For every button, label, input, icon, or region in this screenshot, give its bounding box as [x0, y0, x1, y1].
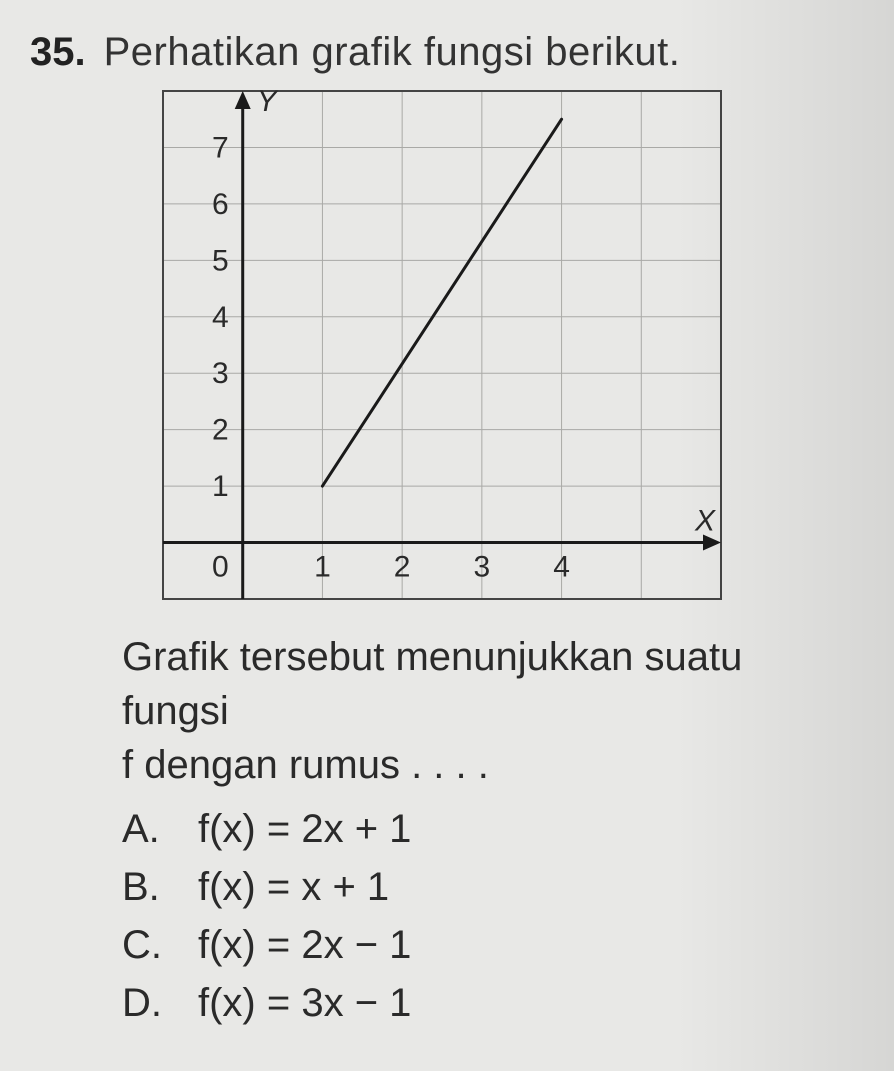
- answer-options: A. f(x) = 2x + 1 B. f(x) = x + 1 C. f(x)…: [122, 800, 854, 1032]
- question-header: 35. Perhatikan grafik fungsi berikut.: [30, 30, 854, 75]
- svg-text:0: 0: [212, 551, 229, 584]
- svg-text:6: 6: [212, 188, 229, 221]
- svg-text:3: 3: [212, 357, 229, 390]
- option-text: f(x) = 2x − 1: [198, 916, 411, 974]
- option-d: D. f(x) = 3x − 1: [122, 974, 854, 1032]
- svg-text:2: 2: [212, 414, 229, 447]
- svg-text:5: 5: [212, 244, 229, 277]
- svg-text:3: 3: [474, 551, 491, 584]
- subtext-line-2: f dengan rumus . . . .: [122, 738, 854, 792]
- option-letter: D.: [122, 974, 170, 1032]
- svg-text:1: 1: [314, 551, 331, 584]
- option-a: A. f(x) = 2x + 1: [122, 800, 854, 858]
- svg-text:4: 4: [212, 301, 229, 334]
- svg-text:1: 1: [212, 470, 229, 503]
- option-letter: C.: [122, 916, 170, 974]
- svg-text:X: X: [694, 505, 716, 538]
- option-b: B. f(x) = x + 1: [122, 858, 854, 916]
- question-subtext: Grafik tersebut menunjukkan suatu fungsi…: [122, 630, 854, 792]
- function-graph: 1 2 3 4 5 6 7 1 2 3 4 0 Y X: [157, 85, 727, 610]
- chart-svg: 1 2 3 4 5 6 7 1 2 3 4 0 Y X: [157, 85, 727, 605]
- svg-text:4: 4: [553, 551, 570, 584]
- option-letter: A.: [122, 800, 170, 858]
- option-text: f(x) = 2x + 1: [198, 800, 411, 858]
- option-c: C. f(x) = 2x − 1: [122, 916, 854, 974]
- svg-text:2: 2: [394, 551, 411, 584]
- option-letter: B.: [122, 858, 170, 916]
- svg-text:7: 7: [212, 131, 229, 164]
- option-text: f(x) = x + 1: [198, 858, 389, 916]
- option-text: f(x) = 3x − 1: [198, 974, 411, 1032]
- svg-text:Y: Y: [257, 85, 279, 118]
- question-prompt: Perhatikan grafik fungsi berikut.: [104, 30, 681, 75]
- subtext-line-1: Grafik tersebut menunjukkan suatu fungsi: [122, 630, 854, 738]
- question-number: 35.: [30, 30, 86, 75]
